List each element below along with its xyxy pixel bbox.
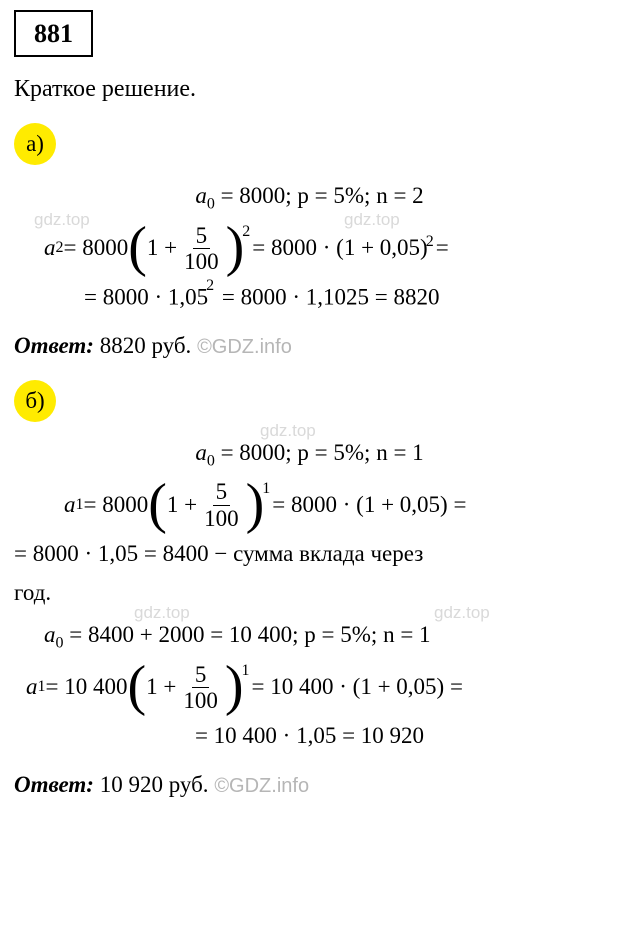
fraction: 5 100 bbox=[181, 223, 222, 275]
eq-end: = bbox=[436, 231, 449, 266]
watermark-icon: gdz.top bbox=[434, 600, 490, 626]
one-plus: 1 + bbox=[147, 231, 177, 266]
var-a1: a bbox=[64, 488, 76, 523]
exp-2c: 2 bbox=[206, 277, 214, 294]
fraction: 5 100 bbox=[180, 662, 221, 714]
line3-tail: = 8000 · 1,1025 = 8820 bbox=[216, 285, 439, 310]
part-a-block: a0 = 8000; p = 5%; n = 2 gdz.top gdz.top… bbox=[14, 179, 605, 315]
tail: = 10 400 · (1 + 0,05) = bbox=[252, 670, 463, 705]
part-b-line3-cont: год. bbox=[14, 576, 605, 611]
eq-8000: = 8000 bbox=[84, 488, 149, 523]
var-a0: a bbox=[195, 183, 207, 208]
frac-den: 100 bbox=[180, 688, 221, 713]
part-a-answer: Ответ: 8820 руб. ©GDZ.info bbox=[14, 329, 605, 364]
part-a-badge: а) bbox=[14, 123, 56, 165]
watermark-icon: gdz.top bbox=[34, 207, 90, 233]
eq-10400: = 10 400 bbox=[46, 670, 128, 705]
sub-1b: 1 bbox=[38, 675, 46, 699]
formula-row: a1 = 8000 ( 1 + 5 100 )1 = 8000 · (1 + 0… bbox=[64, 479, 466, 531]
var-a0: a bbox=[195, 440, 207, 465]
var-a1b: a bbox=[26, 670, 38, 705]
sub-0: 0 bbox=[207, 452, 215, 469]
part-b-formula2: a1 = 10 400 ( 1 + 5 100 )1 = 10 400 · (1… bbox=[14, 662, 605, 714]
sub-2: 2 bbox=[56, 236, 64, 260]
exp-2b: 2 bbox=[426, 230, 434, 254]
part-b-block: gdz.top a0 = 8000; p = 5%; n = 1 a1 = 80… bbox=[14, 436, 605, 754]
eq-8000: = 8000 bbox=[64, 231, 129, 266]
copyright-text: ©GDZ.info bbox=[197, 336, 292, 358]
sub-0: 0 bbox=[207, 196, 215, 213]
watermark-icon: gdz.top bbox=[134, 600, 190, 626]
given-rest: = 8000; p = 5%; n = 1 bbox=[215, 440, 424, 465]
sub-1: 1 bbox=[76, 493, 84, 517]
tail: = 8000 · (1 + 0,05) bbox=[252, 231, 427, 266]
line3-calc: = 8000 · 1,05 = 8400 bbox=[14, 541, 214, 566]
answer-value: 10 920 руб. bbox=[94, 772, 214, 797]
exp-1b: 1 bbox=[242, 659, 250, 683]
exp-1: 1 bbox=[262, 477, 270, 501]
answer-label: Ответ: bbox=[14, 333, 94, 358]
given-rest: = 8000; p = 5%; n = 2 bbox=[215, 183, 424, 208]
watermark-icon: gdz.top bbox=[260, 418, 316, 444]
sub-0b: 0 bbox=[56, 635, 64, 652]
one-plus: 1 + bbox=[167, 488, 197, 523]
var-a2: a bbox=[44, 231, 56, 266]
frac-num: 5 bbox=[192, 662, 210, 688]
answer-label: Ответ: bbox=[14, 772, 94, 797]
frac-num: 5 bbox=[193, 223, 211, 249]
copyright-text: ©GDZ.info bbox=[214, 775, 309, 797]
fraction: 5 100 bbox=[201, 479, 242, 531]
line3-text: − сумма вклада через bbox=[214, 541, 423, 566]
part-b-line3: = 8000 · 1,05 = 8400 − сумма вклада чере… bbox=[14, 537, 605, 572]
one-plus: 1 + bbox=[146, 670, 176, 705]
part-b-badge: б) bbox=[14, 380, 56, 422]
frac-num: 5 bbox=[213, 479, 231, 505]
part-b-line6: = 10 400 · 1,05 = 10 920 bbox=[14, 719, 605, 754]
line6-calc: = 10 400 · 1,05 = 10 920 bbox=[195, 723, 424, 748]
frac-den: 100 bbox=[201, 506, 242, 531]
part-b-formula1: a1 = 8000 ( 1 + 5 100 )1 = 8000 · (1 + 0… bbox=[14, 479, 605, 531]
part-a-given: a0 = 8000; p = 5%; n = 2 bbox=[14, 179, 605, 217]
var-a0b: a bbox=[44, 622, 56, 647]
part-b-given: gdz.top a0 = 8000; p = 5%; n = 1 bbox=[14, 436, 605, 474]
section-title: Краткое решение. bbox=[14, 71, 605, 107]
line4-rest: = 8400 + 2000 = 10 400; p = 5%; n = 1 bbox=[64, 622, 431, 647]
watermark-icon: gdz.top bbox=[344, 207, 400, 233]
answer-value: 8820 руб. bbox=[94, 333, 197, 358]
part-a-formula: gdz.top gdz.top a2 = 8000 ( 1 + 5 100 )2… bbox=[14, 223, 605, 275]
problem-number-box: 881 bbox=[14, 10, 93, 57]
frac-den: 100 bbox=[181, 249, 222, 274]
formula-row: a1 = 10 400 ( 1 + 5 100 )1 = 10 400 · (1… bbox=[26, 662, 463, 714]
tail: = 8000 · (1 + 0,05) = bbox=[272, 488, 466, 523]
exp-2: 2 bbox=[242, 220, 250, 244]
part-a-line3: = 8000 · 1,052 = 8000 · 1,1025 = 8820 bbox=[14, 280, 605, 315]
part-b-line4: gdz.top gdz.top a0 = 8400 + 2000 = 10 40… bbox=[14, 618, 605, 656]
part-b-answer: Ответ: 10 920 руб. ©GDZ.info bbox=[14, 768, 605, 803]
line3-pre: = 8000 · 1,05 bbox=[84, 285, 208, 310]
